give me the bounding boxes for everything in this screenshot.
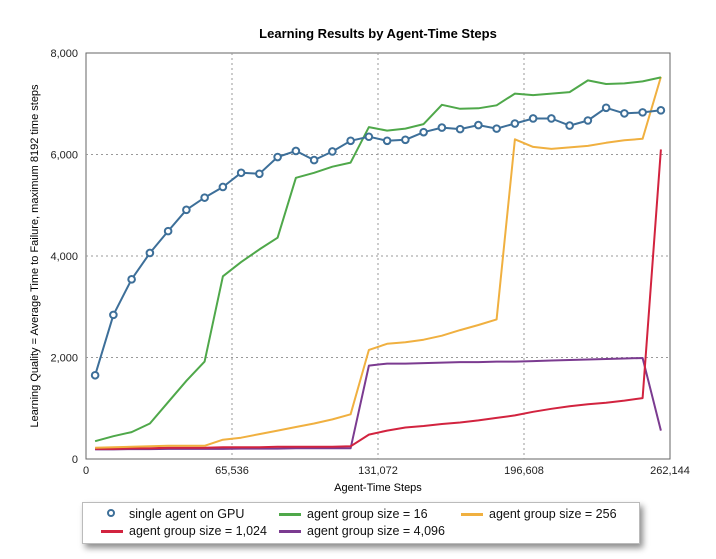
y-tick-label: 0	[72, 454, 78, 466]
data-point	[109, 310, 118, 320]
data-point	[127, 275, 136, 284]
y-tick-label: 8,000	[50, 48, 78, 60]
legend-label: agent group size = 1,024	[129, 524, 267, 538]
data-point	[638, 108, 647, 117]
data-point	[200, 193, 209, 202]
data-point	[583, 116, 593, 125]
data-point	[273, 152, 282, 162]
data-point	[346, 136, 355, 146]
axis-ticks: 0 2,000 4,000 6,000 8,000 0 65,536 131,072 196,6…	[50, 48, 689, 477]
series-line	[95, 357, 662, 451]
data-point	[601, 103, 611, 113]
data-point	[547, 114, 556, 123]
data-point	[182, 205, 191, 215]
data-point	[528, 114, 538, 123]
chart-title: Learning Results by Agent-Time Steps	[259, 26, 497, 41]
legend-label: single agent on GPU	[129, 507, 245, 521]
data-point	[218, 182, 228, 192]
data-point	[382, 136, 392, 146]
x-tick-label: 0	[83, 465, 89, 477]
data-point	[401, 135, 410, 145]
y-axis-label: Learning Quality = Average Time to Failu…	[29, 84, 41, 428]
data-point	[309, 155, 319, 165]
y-tick-label: 6,000	[50, 150, 78, 162]
x-tick-label: 262,144	[650, 465, 690, 477]
x-tick-label: 131,072	[358, 465, 398, 477]
legend: single agent on GPU agent group size = 1…	[82, 502, 640, 544]
data-point	[145, 248, 155, 258]
series-1	[94, 76, 662, 443]
line-chart: 0 2,000 4,000 6,000 8,000 0 65,536 131,072 196,6…	[29, 26, 690, 494]
series-0	[90, 103, 666, 380]
series-line	[95, 76, 662, 449]
legend-label: agent group size = 256	[489, 507, 617, 521]
series-line	[95, 149, 662, 450]
data-point	[364, 132, 374, 142]
data-point	[565, 121, 574, 130]
data-point	[163, 226, 173, 236]
legend-label: agent group size = 16	[307, 507, 428, 521]
grid-lines	[86, 53, 670, 459]
x-axis-label: Agent-Time Steps	[334, 482, 422, 494]
data-point	[656, 106, 666, 115]
series-3	[95, 149, 662, 450]
series-4	[95, 357, 662, 451]
legend-swatch-icon	[461, 513, 483, 516]
data-point	[620, 109, 629, 118]
y-tick-label: 2,000	[50, 353, 78, 365]
y-tick-label: 4,000	[50, 251, 78, 263]
series-layer	[90, 76, 666, 451]
data-point	[291, 146, 301, 156]
legend-swatch-icon	[279, 513, 301, 516]
data-point	[474, 120, 483, 130]
data-point	[455, 124, 465, 134]
x-tick-label: 65,536	[215, 465, 249, 477]
x-tick-label: 196,608	[504, 465, 544, 477]
legend-label: agent group size = 4,096	[307, 524, 445, 538]
data-point	[437, 123, 447, 132]
data-point	[492, 124, 501, 133]
legend-marker-icon	[107, 509, 115, 517]
data-point	[328, 147, 337, 156]
series-2	[95, 76, 662, 449]
legend-swatch-icon	[279, 530, 301, 533]
data-point	[510, 119, 520, 128]
data-point	[236, 168, 246, 178]
data-point	[90, 370, 100, 380]
legend-swatch-icon	[101, 530, 123, 533]
series-line	[94, 76, 662, 443]
data-point	[255, 169, 264, 179]
data-point	[419, 127, 428, 137]
